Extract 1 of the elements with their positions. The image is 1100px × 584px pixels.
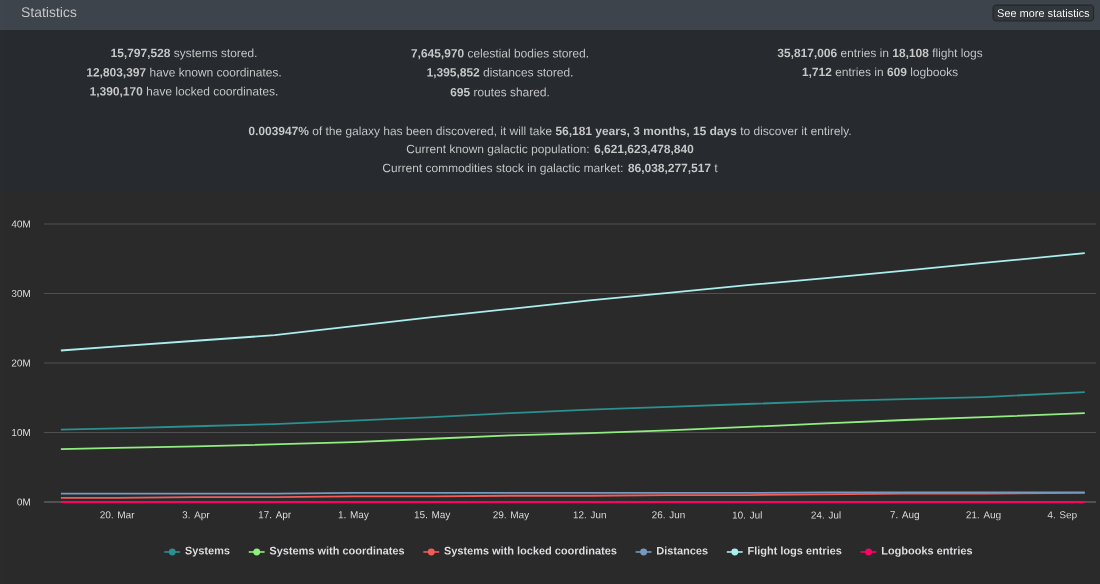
line-series xyxy=(59,391,1086,431)
